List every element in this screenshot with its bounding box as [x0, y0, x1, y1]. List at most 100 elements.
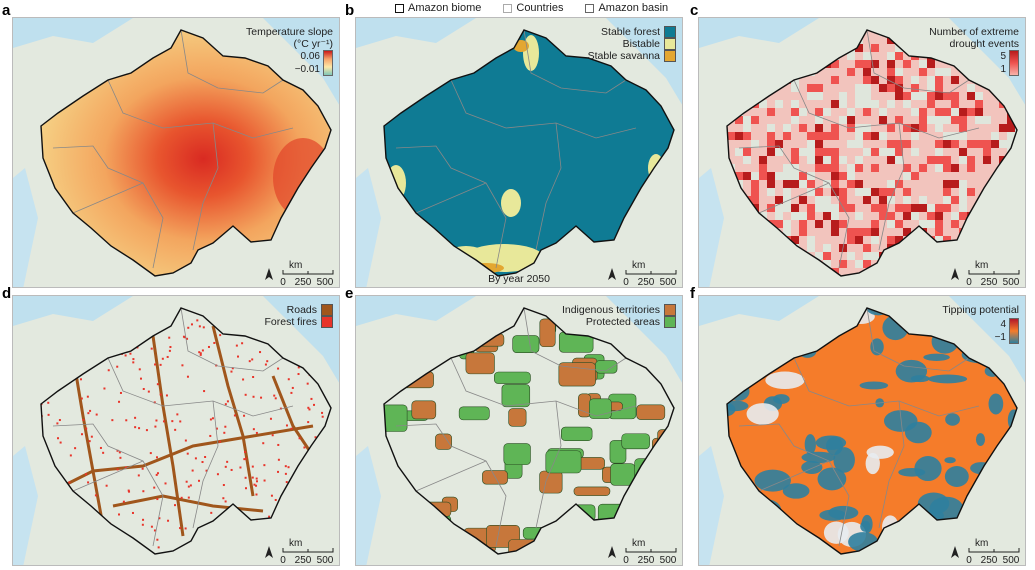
fire-point: [222, 484, 225, 487]
fire-point: [235, 344, 238, 347]
tipping-patch: [988, 393, 1004, 415]
drought-cell: [903, 188, 911, 196]
fire-point: [263, 479, 266, 482]
fire-point: [189, 484, 192, 487]
drought-cell: [767, 148, 775, 156]
drought-cell: [951, 92, 959, 100]
country-border: [415, 182, 487, 214]
scale-bar: km0 250 500: [951, 538, 1020, 566]
drought-cell: [863, 100, 871, 108]
fire-point: [105, 484, 108, 487]
fire-point: [138, 368, 141, 371]
fire-point: [187, 326, 190, 329]
map-panel-d: km 0 250 500 Roads Forest fires: [12, 295, 340, 566]
drought-cell: [983, 148, 991, 156]
fire-point: [127, 489, 130, 492]
fire-point: [69, 454, 72, 457]
fire-point: [85, 473, 88, 476]
drought-cell: [799, 220, 807, 228]
drought-cell: [887, 236, 895, 244]
fire-point: [252, 375, 255, 378]
drought-cell: [895, 92, 903, 100]
countries-swatch: [503, 3, 513, 13]
colorbar-f: 4 −1: [995, 318, 1019, 344]
legend-amazon-basin: Amazon basin: [585, 2, 668, 14]
scale-tick: 250: [981, 555, 998, 566]
amazon-biome-swatch: [395, 3, 404, 13]
fire-point: [297, 373, 300, 376]
drought-cell: [855, 100, 863, 108]
drought-cell: [807, 132, 815, 140]
drought-cell: [815, 204, 823, 212]
drought-cell: [855, 140, 863, 148]
tipping-patch: [928, 374, 968, 384]
drought-cell: [847, 204, 855, 212]
drought-cell: [887, 188, 895, 196]
scale-bar: km0 250 500: [265, 260, 334, 287]
drought-cell: [887, 156, 895, 164]
drought-cell: [815, 252, 823, 260]
scale-tick: 500: [660, 555, 677, 566]
drought-cell: [855, 124, 863, 132]
fire-point: [162, 420, 165, 423]
ocean-area: [13, 168, 38, 287]
drought-cell: [943, 180, 951, 188]
fire-point: [196, 319, 199, 322]
drought-cell: [879, 108, 887, 116]
drought-cell: [919, 124, 927, 132]
drought-cell: [831, 204, 839, 212]
drought-cell: [807, 156, 815, 164]
drought-cell: [975, 116, 983, 124]
colorbar-min: 1: [1000, 64, 1006, 75]
drought-cell: [799, 180, 807, 188]
drought-cell: [783, 204, 791, 212]
drought-cell: [783, 180, 791, 188]
drought-cell: [903, 228, 911, 236]
drought-cell: [959, 180, 967, 188]
panel-label-c: c: [690, 2, 699, 19]
drought-cell: [743, 156, 751, 164]
legend-label: Roads: [286, 304, 317, 316]
fire-point: [86, 395, 89, 398]
scale-tick: 0: [280, 555, 286, 566]
drought-cell: [863, 252, 871, 260]
drought-cell: [967, 164, 975, 172]
drought-cell: [879, 204, 887, 212]
drought-cell: [807, 188, 815, 196]
drought-cell: [967, 188, 975, 196]
drought-cell: [935, 76, 943, 84]
north-arrow-icon: [608, 268, 616, 280]
fire-point: [268, 515, 271, 518]
drought-cell: [959, 188, 967, 196]
drought-cell: [823, 260, 831, 268]
drought-cell: [847, 140, 855, 148]
fire-point: [270, 494, 273, 497]
drought-cell: [983, 140, 991, 148]
tipping-patch: [833, 447, 855, 473]
drought-cell: [863, 92, 871, 100]
fire-point: [243, 414, 246, 417]
fire-point: [119, 391, 122, 394]
fire-point: [251, 476, 254, 479]
drought-cell: [799, 124, 807, 132]
fire-point: [80, 397, 83, 400]
drought-cell: [807, 84, 815, 92]
drought-cell: [735, 116, 743, 124]
drought-cell: [887, 84, 895, 92]
legend-label: Amazon biome: [408, 2, 482, 14]
fire-point: [204, 455, 207, 458]
fire-point: [205, 469, 208, 472]
drought-cell: [831, 156, 839, 164]
fire-point: [139, 377, 142, 380]
protected-area: [589, 398, 612, 419]
scale-tick: 250: [295, 555, 312, 566]
drought-cell: [927, 116, 935, 124]
scale-bar: km0 250 500: [265, 538, 334, 566]
drought-cell: [855, 44, 863, 52]
colorbar-max: 4: [1000, 319, 1006, 330]
colorbar-gradient: [1009, 50, 1019, 76]
fire-point: [56, 422, 59, 425]
fire-point: [161, 357, 164, 360]
fire-point: [190, 323, 193, 326]
drought-cell: [943, 68, 951, 76]
